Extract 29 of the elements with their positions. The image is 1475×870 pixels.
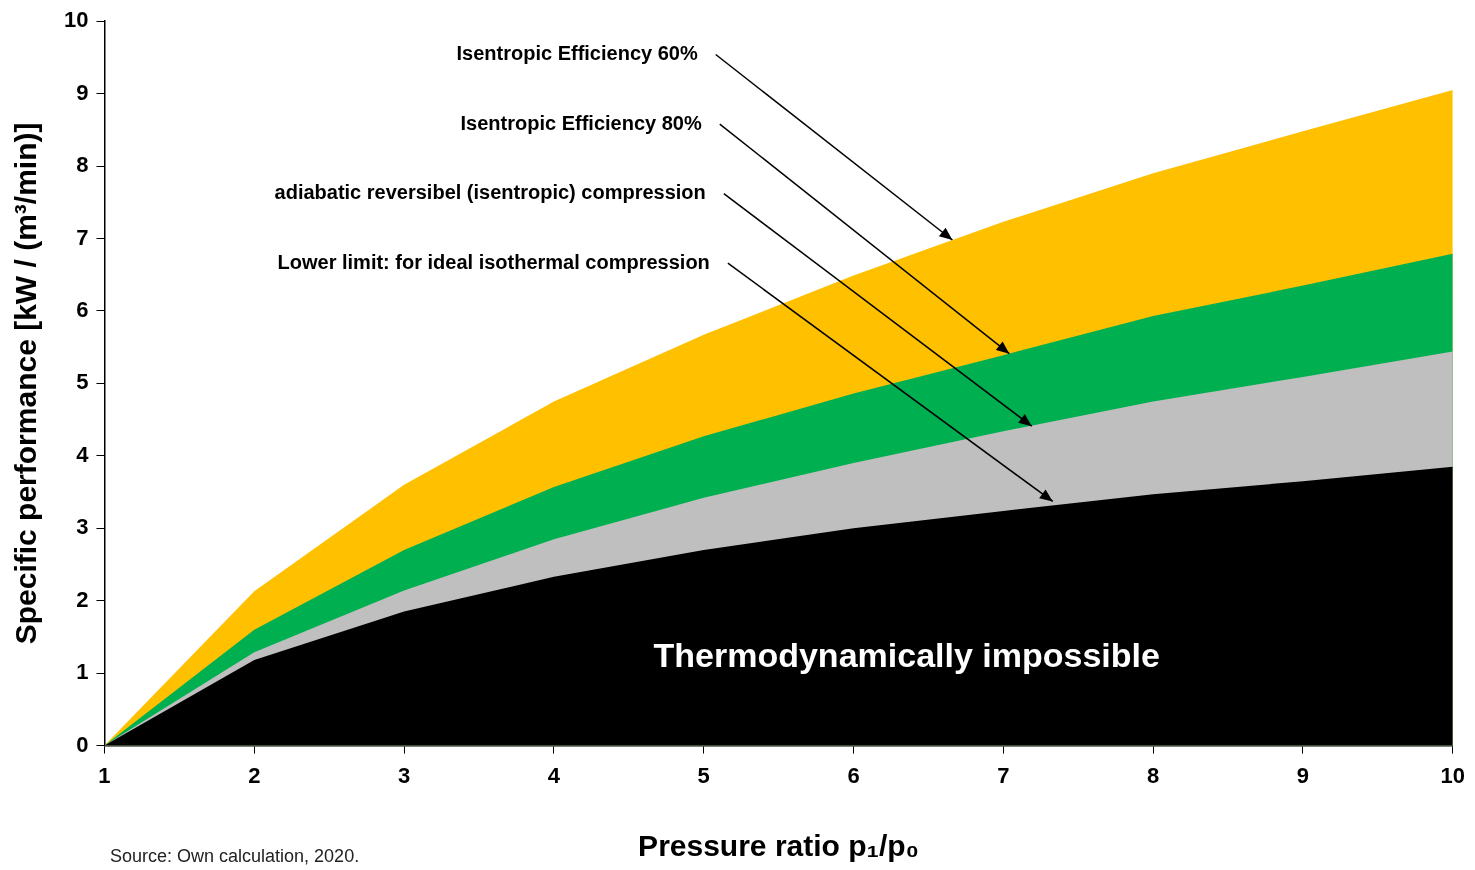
annotation: Isentropic Efficiency 80%: [460, 111, 702, 134]
x-tick-label: 1: [98, 762, 111, 788]
x-tick-label: 7: [997, 762, 1010, 788]
x-tick-label: 3: [397, 762, 411, 788]
y-tick-label: 2: [76, 586, 89, 612]
annotation: adiabatic reversibel (isentropic) compression: [274, 181, 706, 204]
x-tick-label: 9: [1296, 762, 1310, 788]
y-tick-label: 4: [76, 441, 90, 467]
x-tick-label: 10: [1440, 762, 1466, 788]
x-tick-label: 4: [547, 762, 561, 788]
y-tick-label: 5: [76, 369, 89, 395]
x-tick-label: 6: [847, 762, 860, 788]
source-note: Source: Own calculation, 2020.: [110, 845, 360, 866]
annotation: Isentropic Efficiency 60%: [456, 42, 698, 65]
y-axis-title: Specific performance [kW / (m³/min)]: [9, 122, 43, 645]
y-tick-label: 7: [76, 224, 89, 250]
x-axis-title: Pressure ratio p₁/p₀: [638, 829, 920, 863]
y-tick-label: 9: [76, 79, 89, 105]
x-tick-label: 2: [248, 762, 261, 788]
y-tick-label: 0: [76, 731, 89, 757]
y-tick-label: 3: [76, 514, 89, 540]
x-tick-label: 5: [697, 762, 710, 788]
y-tick-label: 1: [76, 659, 89, 685]
annotation: Lower limit: for ideal isothermal compression: [277, 250, 710, 273]
y-tick-label: 6: [76, 297, 89, 323]
x-tick-label: 8: [1147, 762, 1160, 788]
y-tick-label: 10: [63, 7, 89, 33]
y-tick-label: 8: [76, 152, 89, 178]
annotation: Thermodynamically impossible: [653, 635, 1160, 674]
